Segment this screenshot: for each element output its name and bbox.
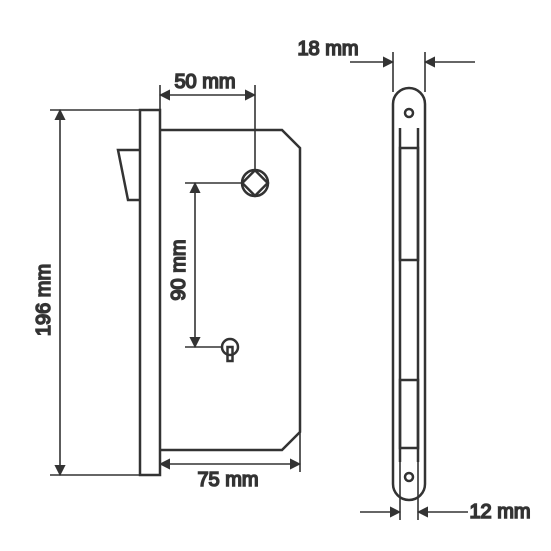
lock-body-side-view [118,110,300,475]
dim-12mm-label: 12 mm [469,501,530,523]
dim-196mm: 196 mm [33,110,140,475]
dim-75mm: 75 mm [160,432,300,491]
dim-75mm-label: 75 mm [197,469,258,491]
dim-90mm-label: 90 mm [168,239,190,300]
dim-196mm-label: 196 mm [33,264,55,336]
latch-bolt [118,150,140,200]
mortice-lock-technical-drawing: 196 mm 50 mm 90 mm 75 mm [0,0,551,551]
dim-18mm: 18 mm [297,38,475,92]
dim-18mm-label: 18 mm [297,38,358,60]
dim-12mm: 12 mm [360,462,531,523]
dim-90mm: 90 mm [168,183,242,347]
strike-bolt-opening [400,380,418,448]
keyhole [222,339,238,361]
strike-plate-front-view [393,88,425,500]
lock-faceplate [140,110,160,475]
strike-forend [400,128,418,462]
spindle-follower-outer [242,170,268,196]
strike-screw-bottom [405,473,413,481]
dim-50mm-label: 50 mm [174,71,235,93]
dim-50mm: 50 mm [160,71,255,170]
strike-screw-top [405,109,413,117]
strike-latch-opening [400,148,418,260]
strike-plate-outline [393,88,425,500]
